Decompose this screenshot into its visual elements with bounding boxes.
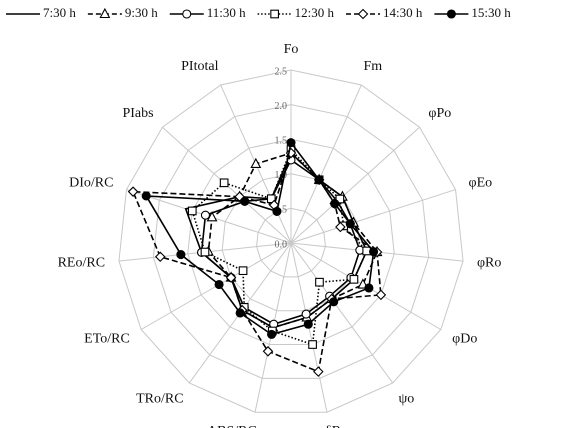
axis-label: φPo xyxy=(428,106,451,121)
data-point xyxy=(250,157,262,169)
data-point xyxy=(330,199,340,209)
data-point xyxy=(141,191,151,201)
axis-label: φRo xyxy=(477,255,501,270)
axis-label: PIabs xyxy=(122,106,153,121)
data-point xyxy=(349,274,359,284)
data-point xyxy=(329,297,339,307)
data-point xyxy=(369,247,379,257)
grid-ring xyxy=(152,104,430,379)
axis-label: TRo/RC xyxy=(136,391,183,406)
series-line xyxy=(191,148,368,346)
data-point xyxy=(267,329,277,339)
data-point xyxy=(303,319,313,329)
data-point xyxy=(219,178,229,188)
tick-label: 0.0 xyxy=(275,239,288,250)
series-line xyxy=(200,158,361,326)
axis-label: φDo xyxy=(452,332,477,347)
legend-marker xyxy=(446,9,456,19)
data-point xyxy=(127,186,139,197)
data-point xyxy=(375,289,387,301)
legend-label: 15:30 h xyxy=(471,5,511,20)
legend-marker xyxy=(357,8,369,20)
tick-label: 2.0 xyxy=(275,101,288,112)
legend-label: 11:30 h xyxy=(207,5,246,20)
grid-ring xyxy=(187,138,395,346)
data-point xyxy=(238,266,248,276)
legend-marker xyxy=(182,9,192,19)
data-point xyxy=(301,309,311,319)
legend-label: 9:30 h xyxy=(125,5,158,20)
axis-label: PItotal xyxy=(181,59,218,74)
series-line xyxy=(131,151,382,373)
axis-label: REo/RC xyxy=(58,255,105,270)
tick-label: 2.5 xyxy=(275,66,288,77)
legend-marker xyxy=(270,9,279,19)
spoke xyxy=(290,126,420,244)
grid-ring xyxy=(118,69,464,413)
tick-label: 1.5 xyxy=(275,135,288,146)
grid-ring xyxy=(221,173,361,312)
data-point xyxy=(240,196,250,206)
data-point xyxy=(308,340,317,349)
spoke xyxy=(290,242,394,384)
axis-label: ETo/RC xyxy=(84,332,130,347)
legend-label: 12:30 h xyxy=(295,5,335,20)
data-point xyxy=(345,219,355,229)
data-point xyxy=(235,308,245,318)
data-point xyxy=(335,194,345,204)
data-point xyxy=(315,277,324,287)
legend-marker xyxy=(99,7,111,19)
legend-label: 7:30 h xyxy=(43,5,76,20)
axis-label: ψo xyxy=(398,391,414,406)
legend-label: 14:30 h xyxy=(383,5,423,20)
axis-label: δRo xyxy=(325,424,348,428)
grid-ring xyxy=(256,207,326,278)
data-point xyxy=(187,206,197,216)
data-point xyxy=(200,210,210,220)
axis-label: DIo/RC xyxy=(69,176,113,191)
data-point xyxy=(335,221,346,233)
data-point xyxy=(200,247,210,257)
data-point xyxy=(313,366,324,377)
series-line xyxy=(207,152,378,329)
data-point xyxy=(154,251,166,263)
axis-label: Fm xyxy=(364,59,383,74)
data-point xyxy=(272,206,282,216)
data-point xyxy=(286,138,296,148)
series-line xyxy=(144,140,375,336)
data-point xyxy=(214,279,224,290)
data-point xyxy=(314,175,324,185)
axis-label: φEo xyxy=(469,176,493,191)
data-point xyxy=(176,250,186,260)
data-point xyxy=(266,194,276,204)
data-point xyxy=(225,272,237,283)
data-point xyxy=(364,283,374,293)
data-point xyxy=(262,346,274,357)
axis-label: Fo xyxy=(284,42,299,57)
spoke xyxy=(290,84,362,244)
axis-label: ABS/RC xyxy=(207,424,257,428)
spoke xyxy=(290,189,456,244)
